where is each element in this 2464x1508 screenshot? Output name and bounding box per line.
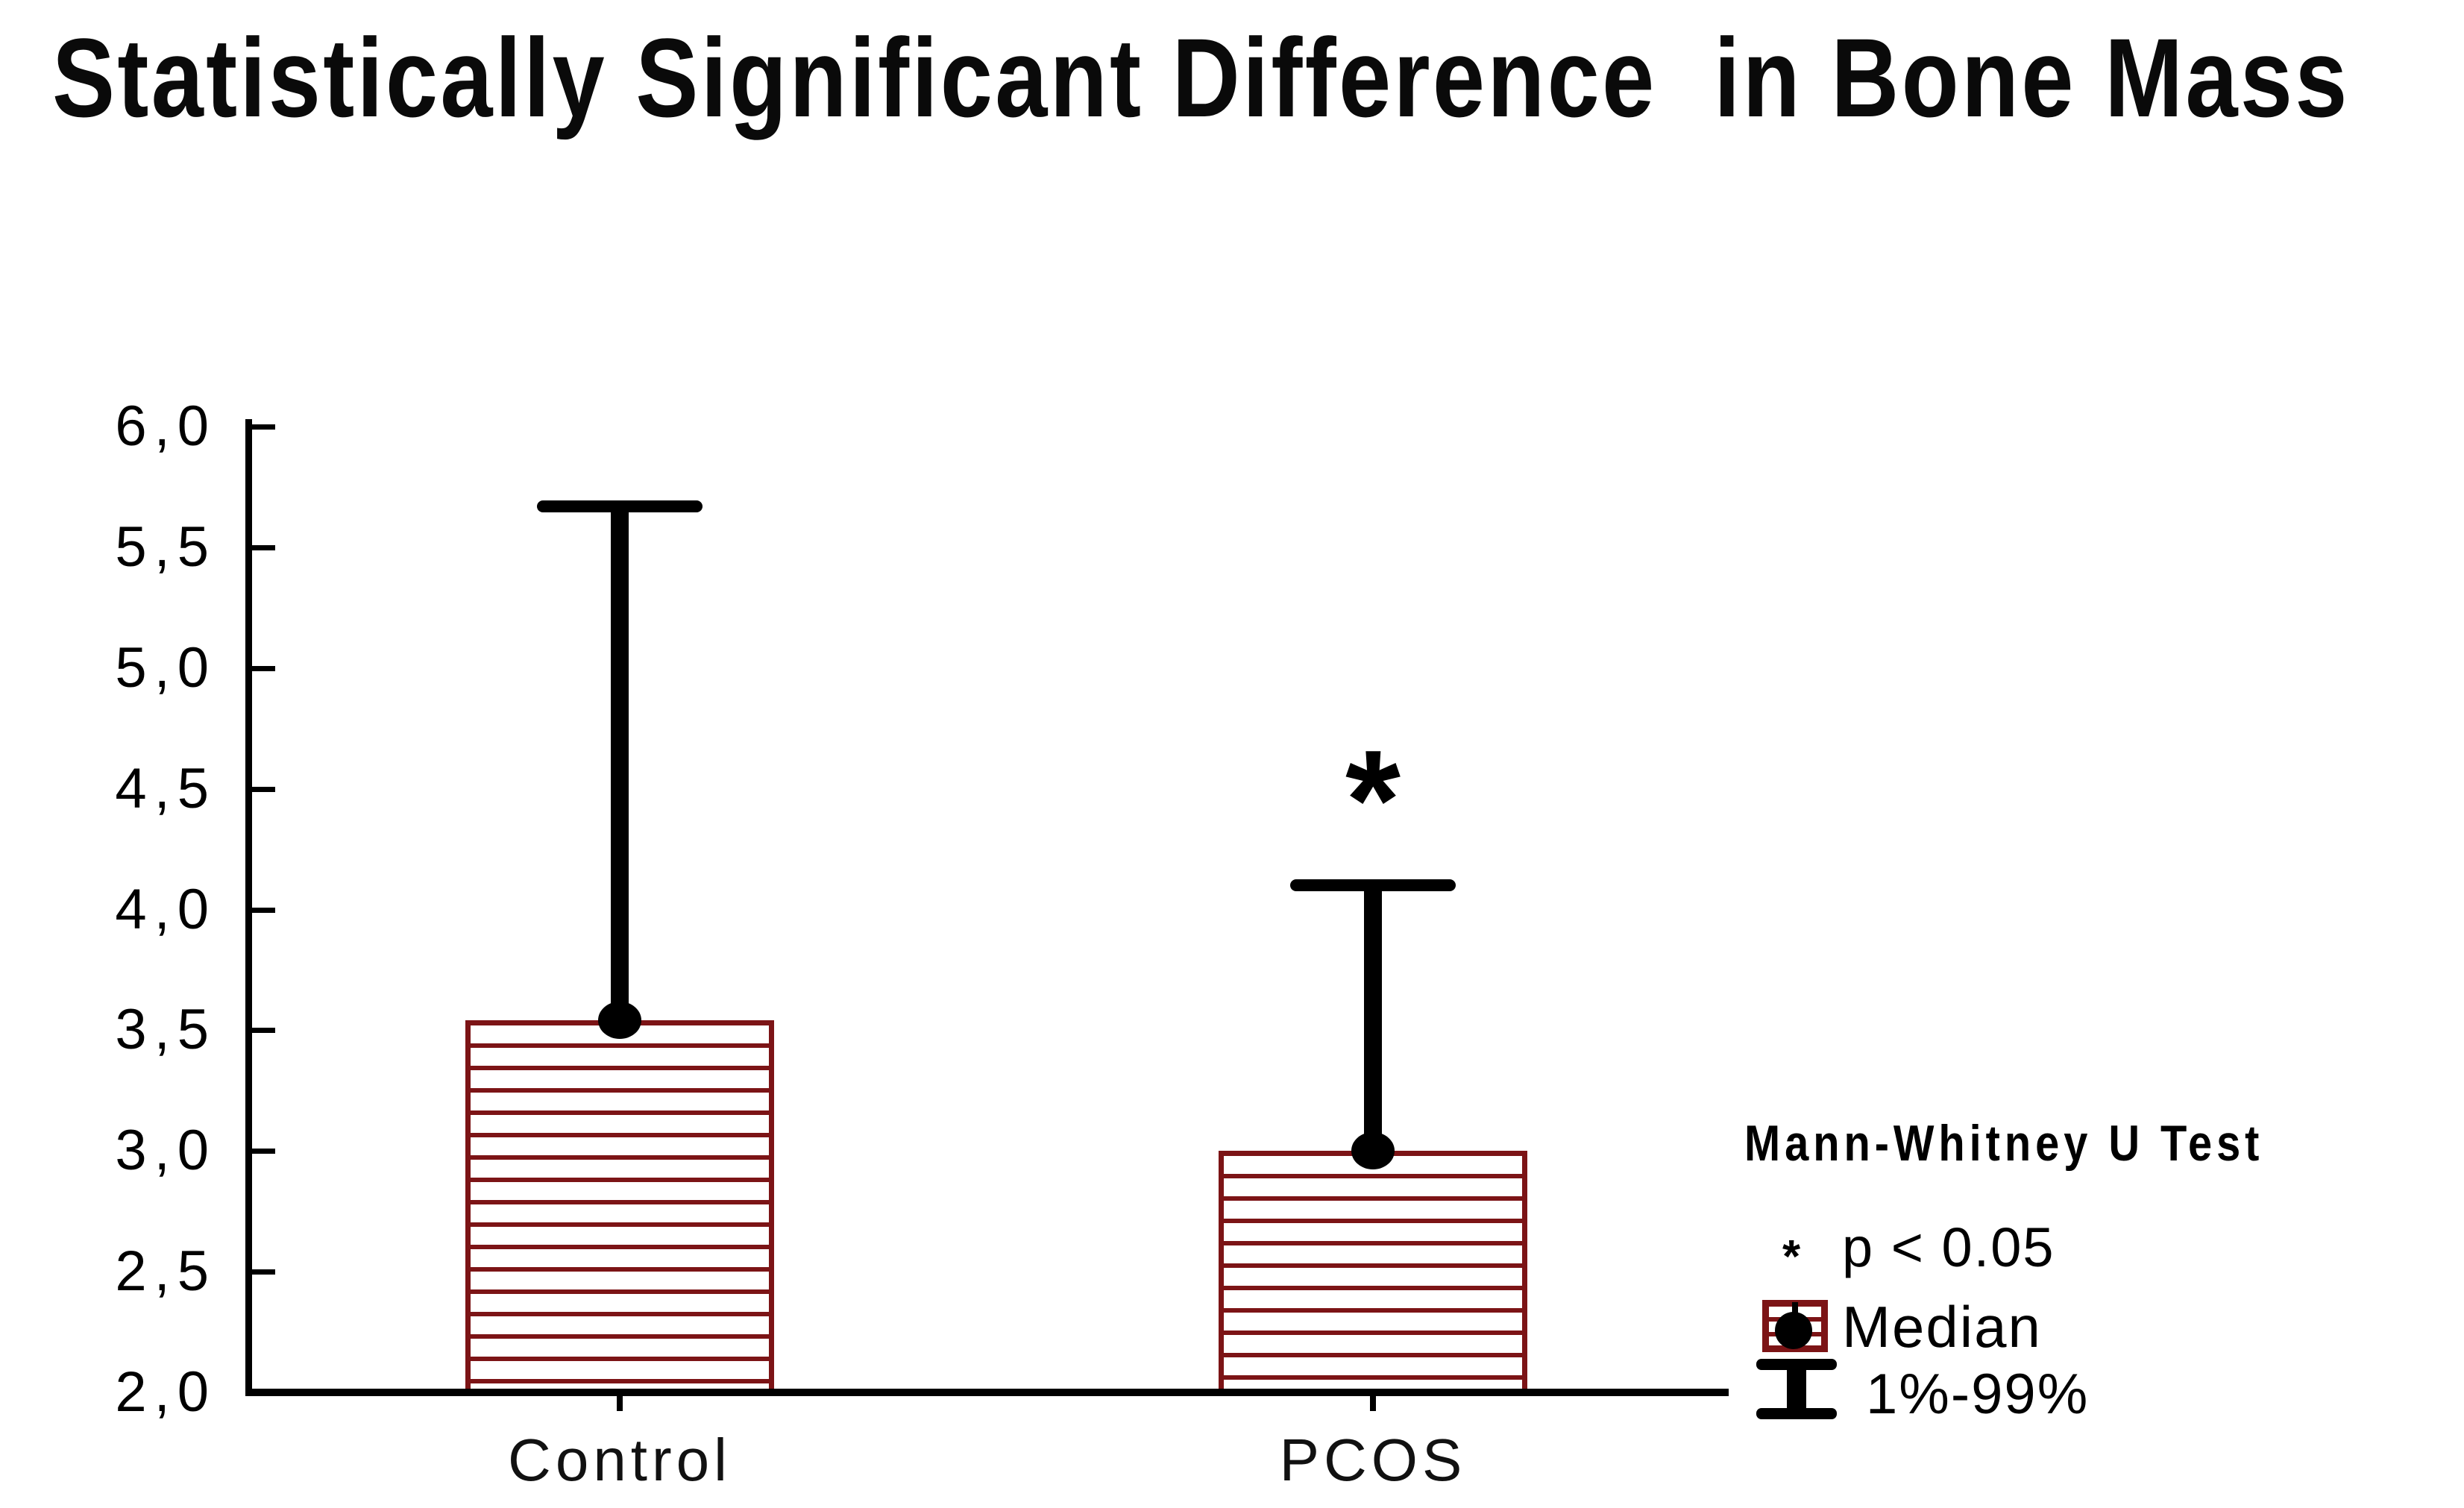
y-axis-tick-label: 2,5 — [115, 1240, 216, 1303]
y-axis-tick-label: 6,0 — [115, 395, 216, 458]
median-marker-control — [598, 1002, 641, 1039]
y-axis-tick — [251, 1028, 275, 1033]
y-axis-tick — [251, 1269, 275, 1275]
y-axis-line — [245, 419, 252, 1396]
errorbar-cap-pcos — [1290, 879, 1456, 891]
y-axis-tick-label: 2,0 — [115, 1360, 216, 1424]
legend-median-dot-icon — [1775, 1312, 1812, 1349]
bar-pcos — [1219, 1151, 1527, 1389]
significance-asterisk-pcos: * — [1345, 721, 1401, 879]
y-axis-tick — [251, 424, 275, 430]
y-axis-tick — [251, 787, 275, 792]
bar-control — [465, 1020, 774, 1389]
x-axis-tick-control — [617, 1396, 623, 1411]
y-axis-tick-label: 3,0 — [115, 1119, 216, 1182]
y-axis-tick-label: 4,5 — [115, 757, 216, 820]
errorbar-cap-control — [537, 500, 703, 512]
legend-range-label: 1%-99% — [1866, 1363, 2090, 1426]
x-axis-label-control: Control — [508, 1427, 732, 1493]
legend-errorbar-icon — [1756, 1359, 1837, 1419]
y-axis-tick-label: 3,5 — [115, 998, 216, 1061]
x-axis-line — [245, 1389, 1729, 1396]
legend-test-name: Mann-Whitney U Test — [1744, 1115, 2264, 1172]
y-axis-tick — [251, 666, 275, 671]
y-axis-tick-label: 4,0 — [115, 878, 216, 941]
median-marker-pcos — [1351, 1132, 1395, 1169]
legend-significance-text: p < 0.05 — [1842, 1216, 2055, 1278]
y-axis-tick — [251, 545, 275, 550]
legend-median-label: Median — [1842, 1294, 2042, 1360]
y-axis-tick — [251, 1149, 275, 1154]
y-axis-tick — [251, 908, 275, 913]
x-axis-label-pcos: PCOS — [1279, 1427, 1467, 1493]
y-axis-tick — [251, 1390, 275, 1395]
errorbar-stem-control — [611, 506, 629, 1020]
legend-median-swatch-stub — [1792, 1302, 1798, 1317]
errorbar-stem-pcos — [1364, 885, 1382, 1151]
y-axis-tick-label: 5,5 — [115, 515, 216, 579]
y-axis-tick-label: 5,0 — [115, 636, 216, 700]
chart-title: Statistically Significant Difference in … — [52, 15, 2350, 140]
legend-errorbar-bottom-cap — [1756, 1408, 1837, 1419]
legend-significance-asterisk: * — [1782, 1231, 1801, 1283]
x-axis-tick-pcos — [1370, 1396, 1376, 1411]
